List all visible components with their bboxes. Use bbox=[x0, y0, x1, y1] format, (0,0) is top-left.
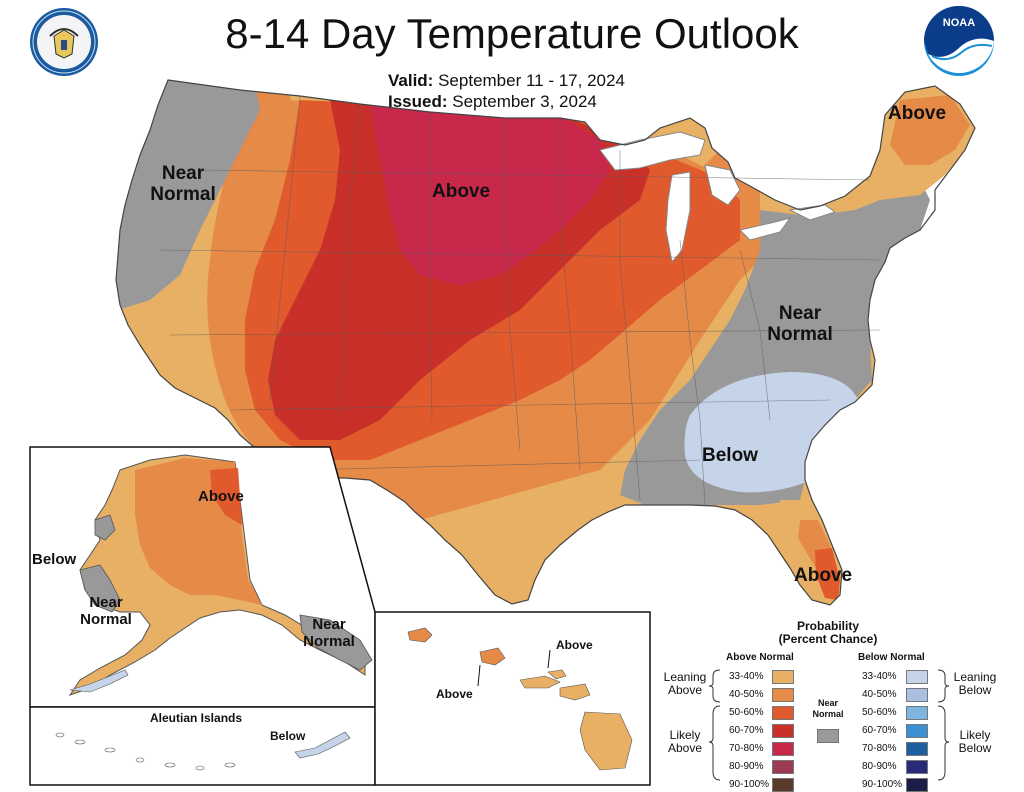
legend-likely-below-line2: Below bbox=[958, 741, 992, 755]
legend-likely-above-line2: Above bbox=[667, 741, 703, 755]
legend-above-bin-swatch bbox=[772, 706, 794, 720]
legend-near-normal-line2: Normal bbox=[812, 709, 844, 719]
label-hawaii-above-2: Above bbox=[436, 687, 473, 701]
issued-row: Issued: September 3, 2024 bbox=[388, 91, 625, 112]
legend-above-header: Above Normal bbox=[726, 652, 794, 663]
state-borders bbox=[159, 95, 881, 506]
label-alaska-near-normal-se-line2: Normal bbox=[303, 633, 355, 650]
legend-above-bin-swatch bbox=[772, 688, 794, 702]
legend-near-normal-swatch bbox=[817, 729, 839, 743]
legend-near-normal-label: Near Normal bbox=[806, 698, 850, 720]
label-aleutian-below: Below bbox=[270, 729, 306, 743]
label-alaska-near-normal-se-line1: Near bbox=[312, 616, 346, 633]
conus-outline bbox=[115, 79, 976, 606]
legend-near-normal-line1: Near bbox=[817, 698, 838, 708]
legend-likely-above: Likely Above bbox=[660, 729, 710, 755]
legend-title: Probability (Percent Chance) bbox=[758, 620, 898, 646]
legend-below-bin-swatch bbox=[906, 670, 928, 684]
legend-leaning-above: Leaning Above bbox=[660, 671, 710, 697]
legend-likely-below: Likely Below bbox=[950, 729, 1000, 755]
noaa-logo-text: NOAA bbox=[943, 17, 975, 29]
label-alaska-near-normal-sw: Near Normal bbox=[73, 594, 139, 628]
legend-below-header: Below Normal bbox=[858, 652, 925, 663]
label-hawaii-above-1: Above bbox=[556, 638, 593, 652]
valid-row: Valid: September 11 - 17, 2024 bbox=[388, 70, 625, 91]
commerce-seal-icon bbox=[30, 8, 98, 76]
legend-leaning-above-line2: Above bbox=[667, 683, 703, 697]
legend-above-bin-label: 33-40% bbox=[729, 671, 764, 682]
map-title: 8-14 Day Temperature Outlook bbox=[225, 10, 799, 57]
aleutian-islands-shapes bbox=[55, 732, 236, 771]
label-alaska-above: Above bbox=[198, 488, 244, 505]
great-lakes bbox=[599, 131, 837, 264]
label-alaska-near-normal-sw-line1: Near bbox=[89, 594, 123, 611]
label-below: Below bbox=[702, 445, 758, 466]
legend-leaning-above-line1: Leaning bbox=[663, 670, 707, 684]
legend-likely-below-line1: Likely bbox=[959, 728, 991, 742]
legend-above-bin-label: 60-70% bbox=[729, 725, 764, 736]
legend-below-bin-swatch bbox=[906, 706, 928, 720]
noaa-logo-icon: NOAA bbox=[924, 6, 994, 76]
legend-above-bin-swatch bbox=[772, 670, 794, 684]
legend-below-bin-label: 33-40% bbox=[862, 671, 897, 682]
label-near-normal-east-line1: Near bbox=[778, 303, 822, 324]
valid-label: Valid: bbox=[388, 71, 434, 90]
legend-below-bin-swatch bbox=[906, 688, 928, 702]
legend-below-bin-swatch bbox=[906, 760, 928, 774]
label-above-north: Above bbox=[432, 181, 491, 202]
label-above-florida: Above bbox=[794, 565, 853, 586]
label-near-normal-east: Near Normal bbox=[760, 303, 840, 345]
label-alaska-near-normal-sw-line2: Normal bbox=[80, 611, 132, 628]
label-above-northeast: Above bbox=[888, 103, 947, 124]
legend-below-bin-label: 50-60% bbox=[862, 707, 897, 718]
legend-below-bin-swatch bbox=[906, 742, 928, 756]
label-near-normal-west-line1: Near bbox=[161, 163, 205, 184]
legend-below-bin-swatch bbox=[906, 778, 928, 792]
label-near-normal-east-line2: Normal bbox=[767, 324, 833, 345]
label-alaska-near-normal-se: Near Normal bbox=[296, 616, 362, 650]
issued-label: Issued: bbox=[388, 92, 448, 111]
legend-below-bin-label: 90-100% bbox=[862, 779, 903, 790]
legend-likely-above-line1: Likely bbox=[669, 728, 701, 742]
label-near-normal-west-line2: Normal bbox=[150, 184, 216, 205]
legend-below-bin-label: 40-50% bbox=[862, 689, 897, 700]
issued-date: September 3, 2024 bbox=[452, 92, 597, 111]
legend-above-bin-swatch bbox=[772, 724, 794, 738]
legend-below-bin-swatch bbox=[906, 724, 928, 738]
aleutian-islands-title: Aleutian Islands bbox=[150, 711, 243, 725]
legend-above-bin-swatch bbox=[772, 778, 794, 792]
legend-title-line2: (Percent Chance) bbox=[778, 632, 878, 646]
legend-below-bin-label: 80-90% bbox=[862, 761, 897, 772]
legend-above-bin-label: 70-80% bbox=[729, 743, 764, 754]
legend-above-bin-label: 50-60% bbox=[729, 707, 764, 718]
legend-leaning-below-line2: Below bbox=[958, 683, 992, 697]
legend-above-bin-swatch bbox=[772, 742, 794, 756]
legend-leaning-below: Leaning Below bbox=[950, 671, 1000, 697]
legend-leaning-below-line1: Leaning bbox=[953, 670, 997, 684]
label-near-normal-west: Near Normal bbox=[145, 163, 221, 205]
legend-above-bin-label: 40-50% bbox=[729, 689, 764, 700]
legend-title-line1: Probability bbox=[796, 619, 859, 633]
legend-above-bin-label: 90-100% bbox=[729, 779, 770, 790]
label-alaska-below: Below bbox=[32, 551, 77, 568]
date-block: Valid: September 11 - 17, 2024 Issued: S… bbox=[388, 70, 625, 112]
legend-below-bin-label: 60-70% bbox=[862, 725, 897, 736]
valid-dates: September 11 - 17, 2024 bbox=[438, 71, 625, 90]
legend-below-bin-label: 70-80% bbox=[862, 743, 897, 754]
legend-above-bin-label: 80-90% bbox=[729, 761, 764, 772]
legend-above-bin-swatch bbox=[772, 760, 794, 774]
